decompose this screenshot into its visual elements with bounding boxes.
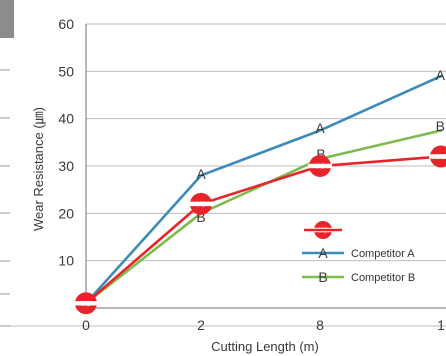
yg-marker-1-bar bbox=[189, 201, 213, 207]
legend-a-letter: A bbox=[318, 245, 328, 261]
yg-marker-0: YG bbox=[74, 292, 98, 315]
yg-marker-3-text: YG bbox=[436, 154, 446, 161]
legend: A Competitor A B Competitor B bbox=[302, 228, 415, 285]
legend-b-letter: B bbox=[318, 269, 327, 285]
label-b-2: B bbox=[196, 209, 205, 225]
yg-marker-3: YG bbox=[429, 145, 446, 168]
y-tick-60: 60 bbox=[58, 16, 74, 32]
series-line-1 bbox=[84, 74, 443, 305]
x-axis-label: Cutting Length (m) bbox=[211, 339, 319, 354]
y-tick-50: 50 bbox=[58, 63, 74, 79]
grid-lines bbox=[86, 23, 446, 262]
yg-marker-0-text: YG bbox=[81, 301, 92, 308]
series-lines bbox=[84, 74, 443, 305]
series-line-0 bbox=[84, 155, 443, 305]
yg-marker-0-bar bbox=[74, 301, 98, 306]
y-tick-10: 10 bbox=[58, 253, 74, 269]
series-markers: AABBABYGYGYGYGYG bbox=[74, 67, 446, 315]
axes bbox=[10, 24, 446, 327]
legend-b-name: Competitor B bbox=[351, 272, 415, 284]
yg-marker-1: YG bbox=[189, 192, 213, 215]
label-b-end: B bbox=[436, 118, 445, 134]
yg-marker-1-text: YG bbox=[196, 201, 207, 208]
y-tick-30: 30 bbox=[58, 158, 74, 174]
label-a-2: A bbox=[196, 166, 206, 182]
y-tick-40: 40 bbox=[58, 111, 74, 127]
y-axis-label: Wear Resistance (㎛) bbox=[31, 107, 47, 231]
yg-marker-2: YG bbox=[308, 155, 332, 177]
legend-a-name: Competitor A bbox=[351, 248, 415, 260]
y-tick-20: 20 bbox=[58, 205, 74, 221]
label-b-8: B bbox=[316, 146, 325, 162]
yg-marker-2-text: YG bbox=[315, 164, 326, 171]
x-tick-3: 1 bbox=[437, 317, 445, 333]
x-tick-2: 8 bbox=[316, 317, 324, 333]
label-a-8: A bbox=[315, 120, 325, 136]
x-tick-0: 0 bbox=[82, 317, 90, 333]
x-tick-labels: 0 2 8 1 bbox=[82, 317, 445, 333]
left-tab bbox=[0, 0, 14, 38]
left-panel-stubs bbox=[0, 69, 10, 327]
x-tick-1: 2 bbox=[197, 317, 205, 333]
label-a-end: A bbox=[436, 67, 446, 83]
y-tick-labels: 10 20 30 40 50 60 bbox=[58, 16, 74, 269]
yg-marker-2-bar bbox=[308, 163, 332, 169]
yg-marker-3-bar bbox=[429, 154, 446, 159]
